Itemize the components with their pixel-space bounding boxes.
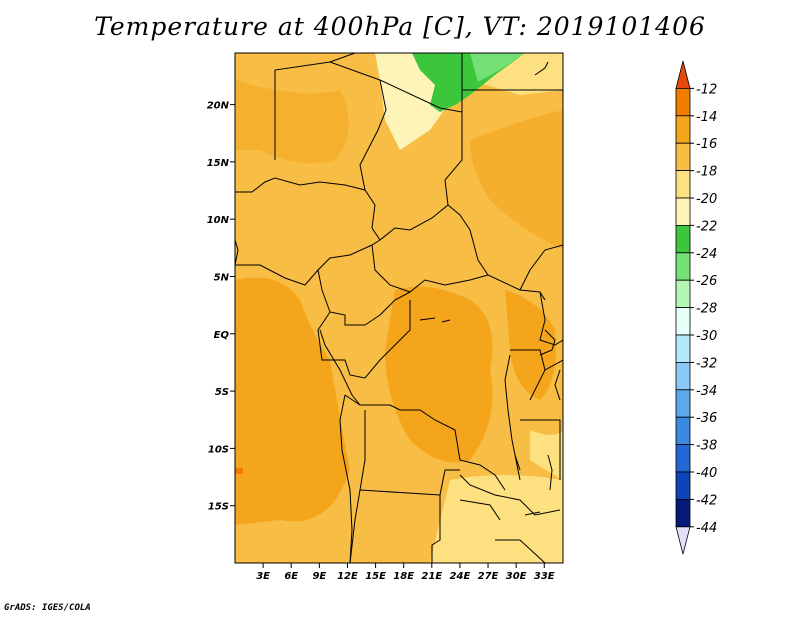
lon-tick-label: 24E (450, 571, 471, 582)
border-line (520, 419, 561, 480)
lon-tick-label: 21E (421, 571, 442, 582)
map-frame (234, 52, 564, 564)
coastline (547, 454, 553, 491)
grads-credit: GrADS: IGES/COLA (4, 603, 91, 613)
colorbar-label: -36 (696, 411, 717, 426)
colorbar-label: -40 (696, 466, 717, 481)
lat-tick-label: 5S (215, 387, 229, 398)
colorbar-label: -34 (696, 384, 717, 399)
contour-north-lightgreen (470, 53, 525, 82)
lat-tick-label: 15S (208, 502, 229, 513)
lat-tick-label: EQ (214, 330, 230, 341)
longitude-ticks: 3E 6E 9E 12E 15E 18E 21E 24E 27E 30E 33E (256, 563, 555, 582)
border-line (539, 291, 563, 346)
lat-tick-label: 10N (207, 215, 230, 226)
colorbar-swatch (675, 279, 691, 309)
border-line (329, 53, 356, 63)
colorbar-swatch (675, 115, 691, 144)
contour-warm-west (235, 277, 350, 525)
colorbar-bottom-arrow (675, 526, 691, 555)
contour-warm-northeast (470, 110, 563, 250)
colorbar: -12 -14 -16 -18 -20 -22 -24 -26 -28 -30 -32 -34 -36 -… (675, 60, 717, 555)
colorbar-swatch (675, 88, 691, 117)
colorbar-label: -28 (696, 302, 717, 317)
colorbar-swatch (675, 224, 691, 254)
coastline (554, 369, 561, 401)
colorbar-label: -16 (696, 137, 717, 152)
colorbar-label: -12 (696, 82, 717, 97)
colorbar-swatch (675, 170, 691, 199)
colorbar-swatch (675, 444, 691, 473)
country-borders (235, 53, 563, 563)
coastline (235, 239, 361, 563)
lon-tick-label: 33E (534, 571, 555, 582)
colorbar-swatch (675, 416, 691, 446)
border-line (495, 539, 546, 563)
colorbar-swatch (675, 471, 691, 500)
coastline (419, 317, 451, 323)
colorbar-swatch (675, 197, 691, 226)
border-line (317, 300, 411, 379)
border-line (235, 177, 376, 229)
lat-tick-label: 5N (214, 272, 230, 283)
colorbar-swatch (675, 334, 691, 363)
border-line (274, 61, 387, 191)
lon-tick-label: 12E (337, 571, 358, 582)
lon-tick-label: 15E (365, 571, 386, 582)
border-line (344, 394, 506, 491)
border-line (447, 204, 546, 301)
border-line (371, 244, 489, 293)
colorbar-label: -14 (696, 110, 717, 125)
coastline (534, 61, 549, 76)
colorbar-swatch (675, 498, 691, 528)
temperature-field (235, 53, 563, 563)
colorbar-top-arrow (675, 60, 691, 89)
coastline (524, 511, 541, 516)
colorbar-swatch (675, 252, 691, 281)
lon-tick-label: 6E (284, 571, 298, 582)
colorbar-label: -32 (696, 356, 717, 371)
border-line (519, 244, 563, 291)
border-line (459, 499, 501, 521)
lat-tick-label: 10S (208, 444, 229, 455)
border-line (431, 495, 441, 563)
colorbar-label: -30 (696, 329, 717, 344)
border-line (544, 359, 563, 371)
lon-tick-label: 30E (506, 571, 527, 582)
lat-tick-label: 20N (207, 101, 230, 112)
contour-warm-spot (235, 468, 243, 474)
map-title: Temperature at 400hPa [C], VT: 201910140… (94, 12, 706, 41)
colorbar-label: -38 (696, 439, 717, 454)
border-line (359, 469, 460, 496)
contour-south-pale (430, 475, 563, 563)
colorbar-swatch (675, 307, 691, 336)
colorbar-label: -24 (696, 247, 717, 262)
colorbar-label: -18 (696, 165, 717, 180)
coastline (504, 354, 521, 481)
lon-tick-label: 3E (256, 571, 270, 582)
colorbar-label: -26 (696, 274, 717, 289)
contour-warm-central (385, 286, 493, 463)
colorbar-swatch (675, 142, 691, 171)
colorbar-label: -20 (696, 192, 717, 207)
contour-southeast-pale (530, 430, 563, 480)
lat-tick-label: 15N (207, 158, 230, 169)
border-line (317, 269, 411, 326)
colorbar-label: -42 (696, 493, 717, 508)
colorbar-swatch (675, 389, 691, 418)
lon-tick-label: 27E (478, 571, 499, 582)
border-line (459, 474, 561, 516)
contour-warm-north (235, 80, 349, 164)
lon-tick-label: 18E (393, 571, 414, 582)
coastline (539, 329, 556, 356)
latitude-ticks: 20N 15N 10N 5N EQ 5S 10S 15S (207, 101, 235, 513)
lon-tick-label: 9E (312, 571, 326, 582)
colorbar-swatch (675, 361, 691, 391)
colorbar-label: -44 (696, 521, 717, 536)
colorbar-label: -22 (696, 219, 717, 234)
